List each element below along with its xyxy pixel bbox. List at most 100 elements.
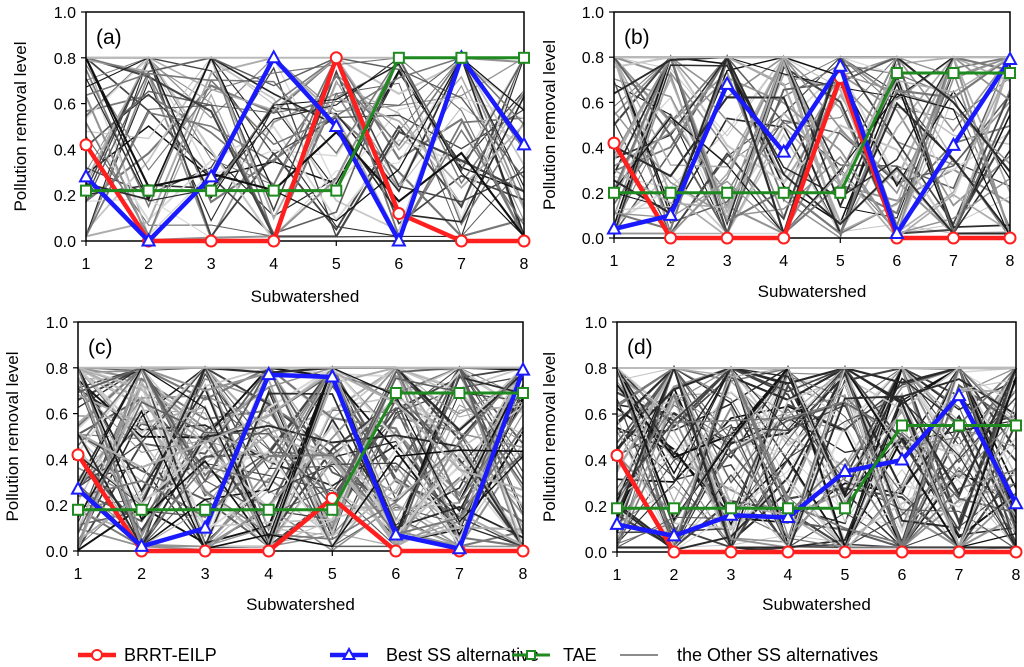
y-tick-label: 0.6 [585,407,607,424]
x-tick-label: 7 [455,566,464,583]
x-tick-label: 5 [328,566,337,583]
other-ss-line [85,55,525,239]
y-tick-label: 1.0 [46,315,68,332]
x-tick-label: 7 [955,567,964,584]
y-tick-label: 1.0 [54,5,76,22]
y-axis-label: Pollution removal level [11,41,30,211]
x-axis-label: Subwatershed [758,282,867,301]
data-point [516,136,532,151]
series-line [84,55,524,244]
x-tick-label: 5 [836,253,845,270]
series-tae [80,51,530,197]
x-tick-label: 6 [391,566,400,583]
other-ss-line [616,367,1017,548]
data-point [609,515,625,530]
plot-frame [613,11,1011,239]
other-ss-line [613,54,1011,237]
other-ss-line [616,405,1017,550]
series-tae [608,67,1016,199]
data-point [896,419,908,432]
data-point [518,51,530,64]
other-ss-line [77,366,524,537]
data-point [894,451,910,466]
data-point [610,448,624,462]
data-point [720,231,734,245]
data-point [664,231,678,245]
data-point [667,545,681,559]
data-point [135,503,148,516]
data-point [777,231,791,245]
panel-label: (a) [96,26,122,49]
other-ss-line [78,366,524,492]
other-ss-line [77,366,524,548]
other-ss-line [616,367,1017,548]
data-point [142,184,155,197]
data-point [611,502,623,515]
data-point [71,448,85,462]
y-tick-label: 0.4 [46,452,68,469]
other-ss-line [85,57,525,237]
y-tick-label: 0.2 [54,188,76,205]
x-tick-label: 4 [264,566,273,583]
data-point [777,186,790,199]
x-tick-label: 7 [457,256,466,273]
other-ss-line [614,55,1011,235]
y-tick-label: 0.0 [46,544,68,561]
data-point [890,67,903,80]
y-tick-label: 1.0 [582,5,604,22]
data-point [454,234,468,248]
data-point [515,361,531,376]
data-point [72,503,84,516]
x-tick-label: 4 [784,567,793,584]
y-tick-label: 0.0 [585,545,607,562]
plot-frame [85,11,525,242]
other-ss-line [616,367,1018,550]
x-tick-label: 1 [74,566,83,583]
y-tick-label: 0.8 [54,51,76,68]
y-axis-label: Pollution removal level [540,40,559,210]
data-point [953,419,965,432]
legend-label: Best SS alternative [386,645,539,665]
series-line [76,453,523,554]
data-point [324,368,340,383]
data-point [389,544,403,558]
data-point [70,480,86,495]
data-point [1004,67,1016,80]
x-tick-label: 3 [727,567,736,584]
x-tick-label: 7 [949,253,958,270]
series-best-ss-alternative [70,361,531,555]
data-point [266,49,282,64]
other-ss-line [77,370,523,552]
y-tick-label: 0.6 [582,95,604,112]
x-tick-label: 2 [137,566,146,583]
legend-marker [341,646,357,660]
legend-item: BRRT-EILP [78,645,217,665]
data-point [895,545,909,559]
x-tick-label: 2 [144,256,153,273]
other-ss-alternatives [616,364,1018,554]
data-point [79,138,93,152]
other-ss-line [616,366,1017,550]
data-point [453,386,466,399]
series-line [616,393,1018,539]
legend-label: the Other SS alternatives [677,645,878,665]
legend-marker [526,650,536,660]
data-point [782,502,794,515]
series-brrt-eilp [79,51,531,248]
other-ss-line [85,56,525,237]
data-point [781,545,795,559]
x-tick-label: 5 [332,256,341,273]
y-tick-label: 0.0 [54,234,76,251]
data-point [261,366,277,381]
x-tick-label: 1 [610,253,619,270]
other-ss-line [77,423,524,539]
other-ss-line [616,366,1017,530]
other-ss-line [613,56,1010,210]
legend-label: BRRT-EILP [124,645,217,665]
other-ss-line [85,56,525,237]
data-point [199,503,212,516]
series-line [614,71,1010,195]
series-best-ss-alternative [78,49,532,247]
x-tick-label: 6 [892,253,901,270]
